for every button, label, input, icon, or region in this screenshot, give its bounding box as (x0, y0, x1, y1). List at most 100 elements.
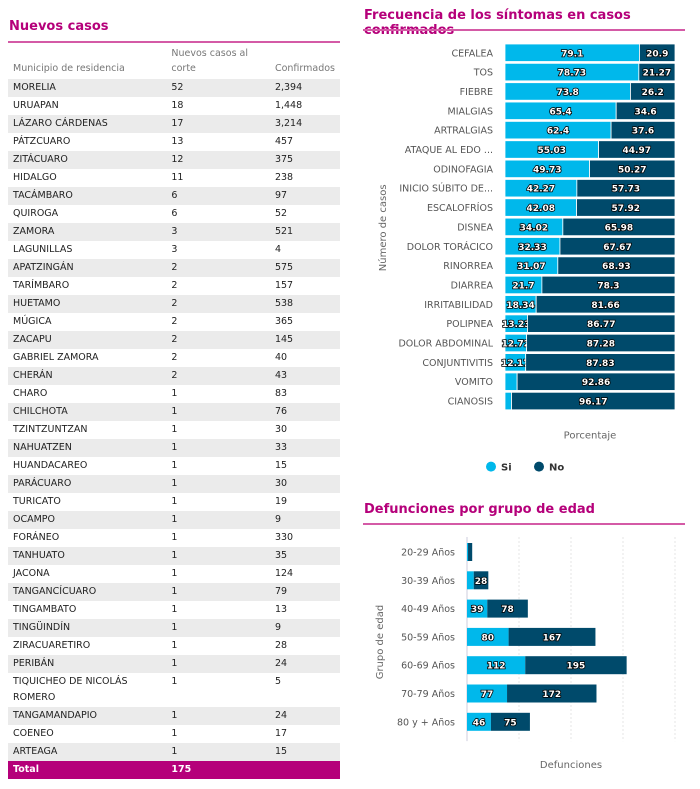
bar-masculino (490, 712, 530, 731)
cell-confirmados: 13 (274, 604, 288, 615)
table-row: NAHUATZEN 1 33 (8, 439, 340, 457)
table-row: ARTEAGA 1 15 (8, 743, 340, 761)
data-label: 31.07 (517, 262, 545, 272)
cell-confirmados: 52 (274, 208, 288, 219)
x-axis-label: Defunciones (540, 760, 602, 771)
bar-femenino (467, 543, 469, 561)
cell-municipio: ARTEAGA (8, 743, 167, 761)
bar-femenino (467, 627, 509, 646)
deaths-chart-title: Defunciones por grupo de edad (364, 502, 595, 517)
bar-si (504, 391, 512, 411)
cell-nuevos: 6 (171, 208, 178, 219)
data-label: 12.72 (502, 340, 530, 350)
data-label: 65.98 (605, 223, 633, 233)
bar-masculino (525, 656, 627, 675)
category-label: 30-39 Años (401, 576, 455, 587)
legend-marker-si (486, 461, 496, 472)
bar-no (511, 391, 676, 411)
cell-municipio: TARÍMBARO (13, 280, 70, 291)
cell-confirmados: 157 (274, 280, 294, 291)
bar-femenino (467, 599, 488, 618)
cell-municipio: HIDALGO (13, 172, 57, 183)
category-label: ESCALOFRÍOS (427, 202, 493, 214)
cell-nuevos: 1 (171, 640, 178, 651)
data-label: 73.8 (557, 88, 579, 98)
cell-confirmados: 19 (274, 496, 288, 507)
cell-municipio: ZAMORA (8, 223, 167, 241)
bar-no (638, 62, 676, 82)
symptoms-chart-title: Frecuencia de los síntomas en casos conf… (364, 8, 631, 38)
cell-municipio: MÚGICA (13, 316, 52, 327)
data-label: 26.2 (642, 88, 664, 98)
bar-no (559, 237, 676, 256)
table-title-rule (8, 41, 340, 43)
data-label: 172 (542, 690, 561, 700)
table-row: TANHUATO 1 35 (8, 547, 340, 565)
table-row: ZITÁCUARO 12 375 (8, 151, 340, 169)
cell-nuevos: 6 (166, 187, 270, 205)
cell-nuevos: 2 (166, 295, 270, 313)
cell-confirmados: 457 (274, 136, 294, 147)
cell-municipio: OCAMPO (8, 511, 167, 529)
cell-municipio: NAHUATZEN (8, 439, 167, 457)
table-row: CHARO 1 83 (8, 385, 340, 403)
data-label: 92.86 (582, 378, 610, 388)
table-row: TZINTZUNTZAN 1 30 (8, 421, 340, 439)
bar-no (589, 159, 676, 178)
table-row: URUAPAN 18 1,448 (8, 97, 340, 115)
cell-municipio: ZACAPU (8, 331, 167, 349)
cell-confirmados: 15 (274, 460, 288, 471)
category-label: 70-79 Años (401, 689, 455, 700)
cell-confirmados: 538 (269, 295, 340, 313)
cell-confirmados: 15 (269, 743, 340, 761)
data-label: 50.27 (618, 165, 646, 175)
category-label: IRRITABILIDAD (424, 300, 493, 311)
data-label: 32.33 (518, 243, 546, 253)
cell-confirmados: 40 (274, 352, 288, 363)
data-label: 87.83 (586, 359, 614, 369)
table-row: TANGAMANDAPIO 1 24 (8, 707, 340, 725)
bar-femenino (467, 684, 508, 703)
y-axis-label: Número de casos (377, 184, 389, 271)
data-label: 86.77 (587, 320, 615, 330)
cell-nuevos: 12 (166, 151, 270, 169)
table-row: COENEO 1 17 (8, 725, 340, 743)
cell-confirmados: 28 (274, 640, 288, 651)
cell-municipio: QUIROGA (13, 208, 59, 219)
data-label: 39 (471, 605, 484, 615)
data-label: 37.6 (632, 127, 654, 137)
bar-masculino (468, 543, 473, 561)
cell-municipio: TANHUATO (8, 547, 167, 565)
cell-nuevos: 1 (166, 475, 270, 493)
cell-confirmados: 3,214 (269, 115, 340, 133)
data-label: 80 (482, 633, 495, 643)
cell-nuevos: 2 (166, 259, 270, 277)
table-row: ZIRACUARETIRO 1 28 (8, 637, 340, 655)
table-row: TINGAMBATO 1 13 (8, 601, 340, 619)
table-title: Nuevos casos (9, 19, 109, 34)
cell-confirmados: 24 (269, 655, 340, 673)
category-label: DOLOR ABDOMINAL (398, 339, 493, 350)
cell-municipio: LÁZARO CÁRDENAS (8, 115, 167, 133)
cell-nuevos: 1 (166, 403, 270, 421)
cell-municipio: TANGAMANDAPIO (8, 707, 167, 725)
bar-masculino (473, 571, 489, 590)
table-row: JACONA 1 124 (8, 565, 340, 583)
cell-confirmados: 33 (269, 439, 340, 457)
table-row: GABRIEL ZAMORA 2 40 (8, 349, 340, 367)
legend-label-no: No (549, 463, 564, 474)
table-row: FORÁNEO 1 330 (8, 529, 340, 547)
data-label: 78 (501, 605, 514, 615)
legend-marker-no (534, 461, 544, 472)
table-row: MORELIA 52 2,394 (8, 79, 340, 97)
table-row: HUETAMO 2 538 (8, 295, 340, 313)
cell-confirmados: 1,448 (274, 100, 303, 111)
data-label: 112 (487, 662, 506, 672)
bar-no (615, 101, 676, 120)
cell-municipio: APATZINGÁN (8, 259, 167, 277)
cell-municipio: TIQUICHEO DE NICOLÁS ROMERO (13, 676, 128, 703)
bar-no (516, 372, 676, 391)
cell-municipio: GABRIEL ZAMORA (13, 352, 99, 363)
category-label: CEFALEA (451, 48, 493, 59)
cell-nuevos: 18 (171, 100, 184, 111)
